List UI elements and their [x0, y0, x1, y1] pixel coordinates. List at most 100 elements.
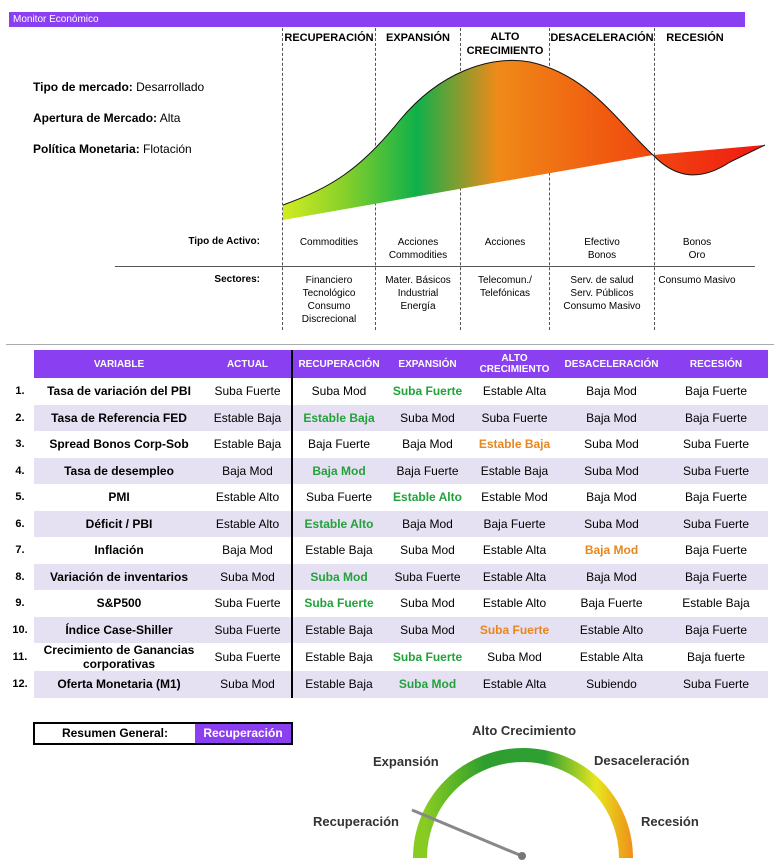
divider-line [654, 28, 655, 330]
phase-head-recesion: RECESIÓN [666, 32, 724, 44]
phase-value: Suba Mod [291, 563, 385, 590]
phase-value: Subiendo [559, 671, 664, 698]
actual-value: Suba Fuerte [214, 596, 281, 611]
row-number: 1. [6, 378, 34, 405]
phase-value: Suba Fuerte [470, 616, 559, 643]
table-row: 6. Déficit / PBI Estable Alto Estable Alto B… [6, 510, 768, 537]
actual-value: Estable Baja [204, 404, 292, 431]
phase-value: Estable Alta [482, 543, 547, 558]
actual-value: Suba Mod [204, 563, 292, 590]
table-row: 4. Tasa de desempleo Baja Mod Baja Mod Baja … [6, 457, 768, 484]
phase-value: Suba Mod [559, 510, 664, 537]
phase-value: Suba Mod [559, 457, 664, 484]
phase-value: Suba Fuerte [291, 484, 385, 511]
asset-cell: Acciones [484, 237, 526, 248]
table-row: 1. Tasa de variación del PBI Suba Fuerte Su… [6, 378, 768, 405]
phase-value: Estable Baja [291, 616, 385, 643]
asset-cell: Commodities [299, 237, 359, 248]
row-number: 4. [6, 457, 34, 484]
row-number: 10. [6, 616, 34, 643]
row-number: 5. [6, 484, 34, 511]
phase-value: Suba Mod [487, 650, 542, 664]
phase-head-expansion: EXPANSIÓN [386, 32, 450, 44]
phase-value: Estable Alta [579, 650, 644, 664]
actual-value: Suba Fuerte [214, 384, 281, 399]
actual-value: Suba Fuerte [204, 616, 292, 643]
sector-cell: Mater. Básicos Industrial Energía [385, 275, 451, 312]
market-openness: Apertura de Mercado: Alta [33, 111, 181, 125]
phase-value: Estable Alta [482, 384, 547, 399]
phase-value: Suba Fuerte [664, 510, 768, 537]
phase-value: Suba Fuerte [392, 650, 463, 664]
gauge-needle [411, 808, 523, 858]
phase-value: Baja fuerte [686, 650, 746, 664]
phase-value: Baja Fuerte [684, 384, 748, 399]
actual-value: Baja Mod [222, 543, 273, 558]
variable-name: Tasa de variación del PBI [47, 384, 191, 399]
phase-value: Suba Mod [385, 616, 470, 643]
phase-value: Suba Fuerte [664, 671, 768, 698]
phase-value: Baja Fuerte [291, 431, 385, 458]
variable-name: Spread Bonos Corp-Sob [49, 437, 189, 452]
gauge-label-desaceleracion: Desaceleración [594, 753, 690, 768]
sector-cell: Consumo Masivo [658, 275, 736, 286]
phase-value: Estable Baja [291, 537, 385, 564]
gauge-label-recuperacion: Recuperación [313, 814, 399, 829]
phase-head-alto-crecimiento: ALTO CRECIMIENTO [466, 31, 544, 57]
phase-value: Suba Fuerte [664, 457, 768, 484]
phase-value: Estable Alta [470, 563, 559, 590]
header-expansion: EXPANSIÓN [385, 350, 470, 378]
phase-value: Estable Baja [470, 457, 559, 484]
table-row: 10. Índice Case-Shiller Suba Fuerte Estable… [6, 616, 768, 643]
variable-name: PMI [108, 490, 130, 505]
phase-value: Estable Alta [470, 671, 559, 698]
phase-value: Baja Mod [586, 384, 637, 399]
phase-value: Estable Baja [291, 404, 385, 431]
phase-value: Baja Fuerte [684, 490, 748, 505]
phase-value: Baja Fuerte [385, 457, 470, 484]
gauge-label-expansion: Expansión [373, 754, 439, 769]
phase-value: Baja Mod [586, 490, 637, 505]
phase-value: Estable Alto [291, 510, 385, 537]
phase-value: Baja Fuerte [684, 543, 748, 558]
phase-value: Baja Fuerte [664, 616, 768, 643]
sector-cell: Telecomun./ Telefónicas [478, 275, 532, 299]
variable-name: Tasa de Referencia FED [34, 404, 204, 431]
app-title: Monitor Económico [13, 14, 99, 25]
phase-value: Suba Mod [291, 378, 385, 405]
table-row: 12. Oferta Monetaria (M1) Suba Mod Estable … [6, 671, 768, 698]
phase-value: Suba Fuerte [682, 437, 750, 452]
divider-line [549, 28, 550, 330]
phase-value: Baja Mod [385, 510, 470, 537]
phase-value: Estable Alto [559, 616, 664, 643]
phase-value: Baja Mod [291, 457, 385, 484]
row-number: 8. [6, 563, 34, 590]
phase-value: Suba Fuerte [291, 590, 385, 617]
table-row: 9. S&P500 Suba Fuerte Suba Fuerte Suba Mod Es… [6, 590, 768, 617]
section-separator [6, 344, 774, 345]
row-number: 9. [6, 590, 34, 617]
table-row: 2. Tasa de Referencia FED Estable Baja Esta… [6, 404, 768, 431]
actual-value: Suba Mod [204, 671, 292, 698]
row-number: 2. [6, 404, 34, 431]
summary-box: Resumen General: Recuperación [33, 722, 293, 745]
phase-value: Estable Baja [291, 643, 385, 671]
variable-name: Tasa de desempleo [34, 457, 204, 484]
header-recesion: RECESIÓN [664, 350, 768, 378]
phase-value: Baja Fuerte [580, 596, 643, 611]
phase-value: Baja Mod [402, 437, 453, 452]
asset-cell: Acciones Commodities [388, 237, 448, 261]
asset-cell: Bonos Oro [682, 237, 712, 261]
actual-value: Estable Alto [204, 510, 292, 537]
phase-value: Baja Mod [584, 543, 639, 558]
header-alto-crecimiento: ALTO CRECIMIENTO [470, 350, 559, 378]
phase-value: Estable Alto [393, 490, 462, 505]
actual-value: Estable Baja [213, 437, 282, 452]
summary-value: Recuperación [195, 724, 291, 743]
summary-label: Resumen General: [61, 726, 169, 740]
cycle-gauge [411, 748, 633, 860]
variable-name: Índice Case-Shiller [34, 616, 204, 643]
phase-value: Estable Mod [481, 490, 548, 505]
phase-value: Estable Alto [482, 596, 547, 611]
variable-name: Oferta Monetaria (M1) [34, 671, 204, 698]
